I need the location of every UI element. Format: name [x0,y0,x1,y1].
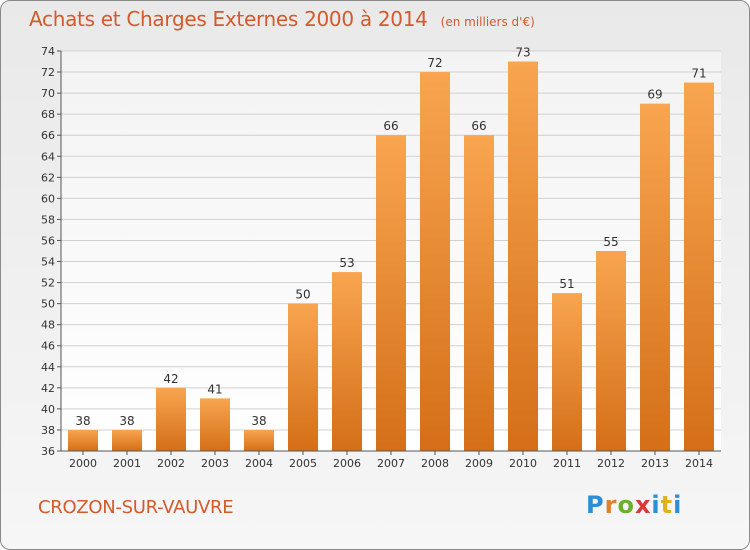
bar [376,135,406,452]
bar [596,251,626,451]
bar [508,61,538,452]
bar-value-label: 38 [75,414,90,428]
bar-value-label: 41 [207,382,222,396]
y-axis-ticks: 36 38 40 42 44 46 48 50 52 54 56 58 60 62 64 66 68 70 72 74 [41,45,61,458]
y-tick-label: 74 [41,45,55,58]
bar-value-label: 69 [647,88,662,102]
x-tick-label: 2010 [509,457,537,470]
bar-value-label: 51 [559,277,574,291]
bar-value-label: 72 [427,56,442,70]
bar [288,303,318,451]
y-tick-label: 36 [41,445,55,458]
y-tick-label: 58 [41,213,55,226]
y-tick-label: 54 [41,256,55,269]
bar-value-label: 38 [119,414,134,428]
x-tick-label: 2005 [289,457,317,470]
x-tick-label: 2001 [113,457,141,470]
x-tick-label: 2000 [69,457,97,470]
bar [156,387,186,451]
chart-subtitle: (en milliers d'€) [440,15,535,29]
bar-value-label: 66 [383,119,398,133]
y-tick-label: 50 [41,298,55,311]
bar [112,429,142,451]
bar [244,429,274,451]
x-tick-label: 2004 [245,457,273,470]
y-tick-label: 56 [41,234,55,247]
y-tick-label: 64 [41,150,55,163]
bar [420,72,450,451]
y-tick-label: 48 [41,319,55,332]
chart-title: Achats et Charges Externes 2000 à 2014 [29,7,428,31]
bar-value-label: 73 [515,46,530,60]
x-tick-label: 2002 [157,457,185,470]
bar [552,293,582,451]
bar [68,429,98,451]
y-tick-label: 42 [41,382,55,395]
x-tick-label: 2006 [333,457,361,470]
x-tick-label: 2007 [377,457,405,470]
y-tick-label: 66 [41,129,55,142]
bar [684,82,714,451]
bar [200,398,230,451]
x-tick-label: 2011 [553,457,581,470]
x-tick-label: 2008 [421,457,449,470]
y-tick-label: 52 [41,277,55,290]
y-tick-label: 40 [41,403,55,416]
title-area: Achats et Charges Externes 2000 à 2014 (… [29,7,535,31]
bars: 38 38 42 41 38 50 53 66 72 66 73 51 55 69 71 [68,46,714,452]
bar-value-label: 38 [251,414,266,428]
y-tick-label: 60 [41,192,55,205]
bar-value-label: 71 [691,67,706,81]
axes [60,51,721,452]
y-tick-label: 68 [41,108,55,121]
bar [640,103,670,451]
bar [332,272,362,451]
commune-name: CROZON-SUR-VAUVRE [38,497,234,518]
x-tick-label: 2014 [685,457,713,470]
y-tick-label: 38 [41,424,55,437]
bar-value-label: 55 [603,235,618,249]
x-tick-label: 2003 [201,457,229,470]
x-tick-label: 2013 [641,457,669,470]
y-tick-label: 72 [41,66,55,79]
x-axis-ticks: 2000 2001 2002 2003 2004 2005 2006 2007 2008 2009… [69,451,713,470]
x-tick-label: 2009 [465,457,493,470]
y-tick-label: 44 [41,361,55,374]
y-tick-label: 62 [41,171,55,184]
y-tick-label: 70 [41,87,55,100]
proxiti-logo: Proxiti [586,491,683,519]
x-tick-label: 2012 [597,457,625,470]
bar-value-label: 50 [295,288,310,302]
bar-value-label: 66 [471,119,486,133]
bar [464,135,494,452]
y-tick-label: 46 [41,340,55,353]
bar-value-label: 42 [163,372,178,386]
bar-value-label: 53 [339,256,354,270]
